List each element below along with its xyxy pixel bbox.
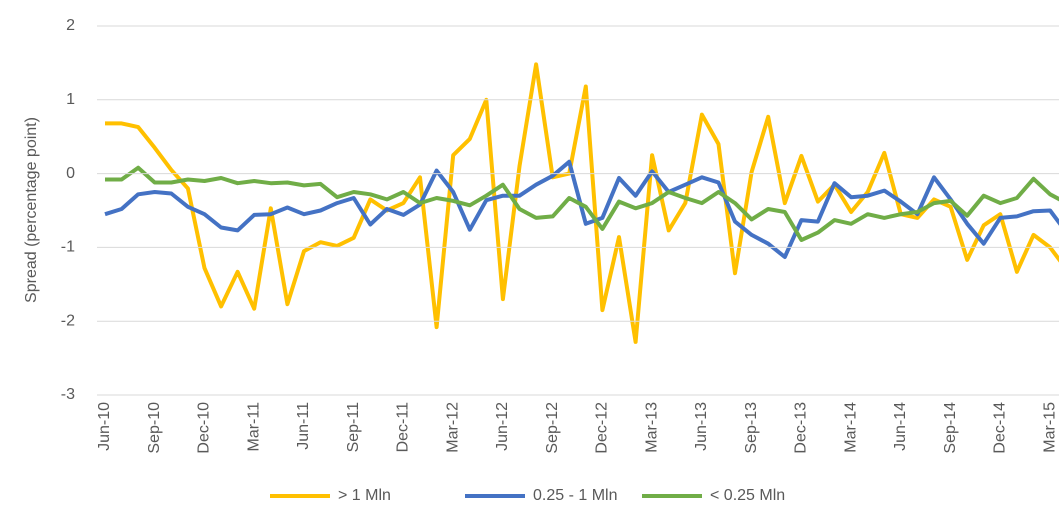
y-tick-label: 0 (66, 165, 75, 182)
x-tick-label: Jun-14 (892, 402, 909, 451)
x-tick-label: Sep-12 (544, 402, 561, 454)
y-tick-label: 1 (66, 91, 75, 108)
x-tick-label: Jun-11 (295, 402, 312, 450)
x-tick-label: Mar-13 (643, 402, 660, 453)
x-tick-label: Jun-13 (693, 402, 710, 451)
y-tick-label: -2 (61, 312, 75, 329)
y-tick-label: -1 (61, 239, 75, 256)
plot-area (104, 62, 1059, 344)
x-tick-label: Sep-13 (743, 402, 760, 454)
y-tick-label: -3 (61, 386, 75, 403)
x-tick-label: Mar-12 (444, 402, 461, 453)
series-line (104, 159, 1059, 259)
legend-label: 0.25 - 1 Mln (533, 487, 617, 504)
x-tick-label: Mar-11 (245, 402, 262, 452)
x-tick-label: Jun-12 (494, 402, 511, 451)
x-tick-label: Mar-15 (1041, 402, 1058, 453)
x-tick-label: Dec-11 (395, 402, 412, 452)
y-tick-label: 2 (66, 17, 75, 34)
x-tick-label: Dec-14 (992, 402, 1009, 454)
y-axis-title: Spread (percentage point) (23, 117, 40, 303)
x-tick-label: Dec-13 (793, 402, 810, 454)
x-tick-label: Sep-14 (942, 402, 959, 454)
legend-label: < 0.25 Mln (710, 487, 785, 504)
x-tick-label: Sep-10 (146, 402, 163, 454)
x-tick-label: Sep-11 (345, 402, 362, 453)
x-tick-label: Dec-10 (196, 402, 213, 454)
x-tick-label: Mar-14 (842, 402, 859, 453)
series-line (105, 165, 1059, 242)
x-tick-label: Dec-12 (594, 402, 611, 454)
x-tick-label: Jun-10 (96, 402, 113, 451)
legend-label: > 1 Mln (338, 487, 391, 504)
